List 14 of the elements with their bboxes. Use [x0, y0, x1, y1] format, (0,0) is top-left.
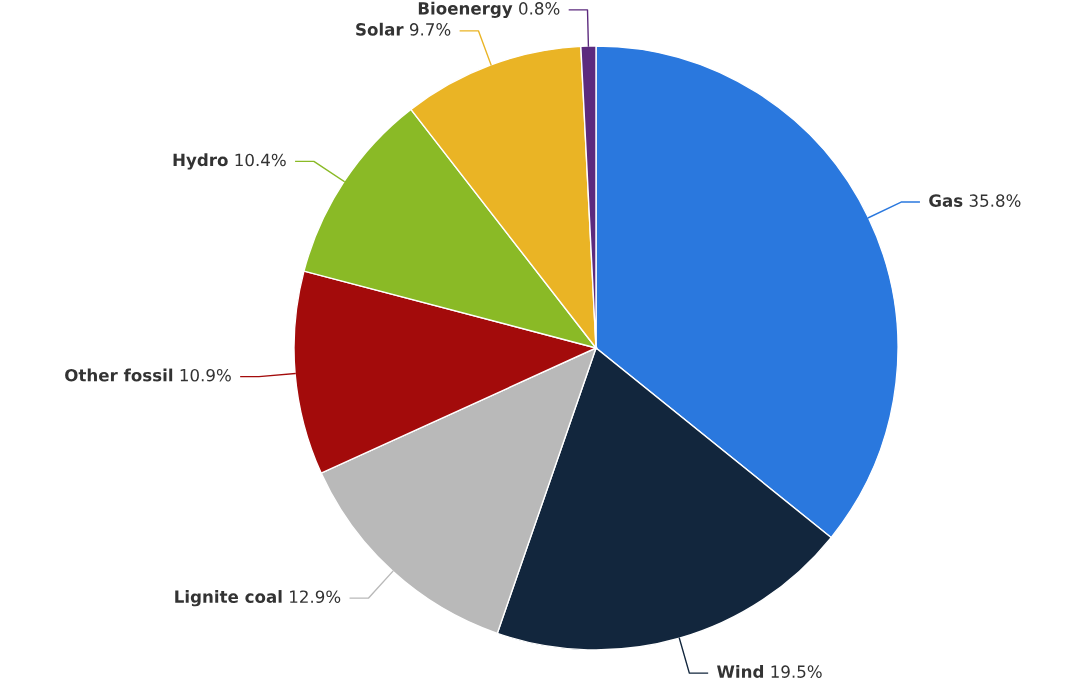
data-label: 19.5% [771, 665, 822, 678]
data-label: 35.8% [969, 194, 1021, 207]
slice-label: Solar [356, 22, 404, 36]
data-label: 10.4% [235, 153, 286, 167]
data-label: 12.9% [290, 590, 341, 604]
slice-label: Hydro [173, 153, 228, 170]
slice-label: Other fossil [65, 368, 173, 382]
data-label: 9.7% [409, 23, 451, 36]
data-label: 10.9% [180, 368, 231, 382]
data-label: 0.8% [519, 2, 560, 15]
slice-label: Lignite coal [175, 590, 282, 607]
slice-label: Gas [929, 194, 963, 207]
slice-label: Wind [717, 665, 764, 678]
slice-label: Bioenergy [418, 1, 513, 18]
